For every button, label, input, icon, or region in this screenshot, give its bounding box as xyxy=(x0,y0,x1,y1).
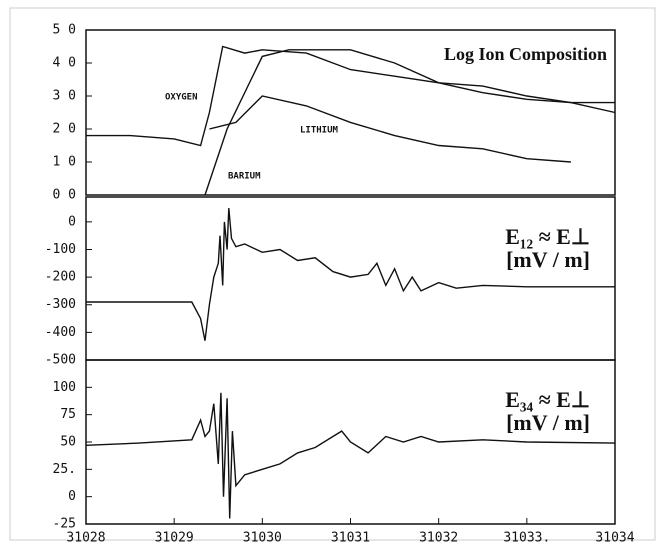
series-line xyxy=(86,208,615,341)
panel-units: [mV / m] xyxy=(506,247,590,272)
y-tick-label: 4 0 xyxy=(53,56,76,71)
x-tick-label: 31032 xyxy=(419,531,458,546)
x-tick-label: 31034 xyxy=(595,531,634,546)
y-tick-label: -300 xyxy=(45,297,76,312)
series-label: LITHIUM xyxy=(300,126,339,136)
y-tick-label: 0 xyxy=(68,214,76,229)
x-tick-label: 31033. xyxy=(503,531,550,546)
y-tick-label: -200 xyxy=(45,270,76,285)
y-tick-label: -25 xyxy=(53,517,76,532)
series-line xyxy=(85,392,616,519)
y-tick-label: 25. xyxy=(53,462,76,477)
panel-units: [mV / m] xyxy=(506,410,590,435)
series-label: OXYGEN xyxy=(165,93,198,103)
frame xyxy=(9,7,656,541)
y-tick-label: 75 xyxy=(60,407,76,422)
y-tick-label: 50 xyxy=(60,435,76,450)
y-tick-label: 1 0 xyxy=(53,155,76,170)
series-line xyxy=(204,49,616,196)
y-tick-label: 0 xyxy=(68,489,76,504)
y-tick-label: 2 0 xyxy=(53,122,76,137)
x-tick-label: 31028 xyxy=(66,531,105,546)
y-tick-label: -100 xyxy=(45,242,76,257)
panel-title: E₁₂ ≈ E⊥ xyxy=(505,224,590,249)
y-tick-label: 0 0 xyxy=(53,188,76,203)
y-tick-label: 100 xyxy=(53,380,76,395)
y-tick-label: 5 0 xyxy=(53,23,76,38)
series-label: BARIUM xyxy=(228,172,261,182)
x-tick-label: 31030 xyxy=(243,531,282,546)
y-tick-label: -400 xyxy=(45,325,76,340)
series-line xyxy=(209,95,571,163)
panel-title: Log Ion Composition xyxy=(444,44,607,64)
panel-title: E₃₄ ≈ E⊥ xyxy=(505,387,590,412)
panel-frame xyxy=(85,196,616,361)
y-tick-label: -500 xyxy=(45,353,76,368)
x-tick-label: 31029 xyxy=(155,531,194,546)
y-tick-label: 3 0 xyxy=(53,89,76,104)
x-tick-label: 31031 xyxy=(331,531,370,546)
